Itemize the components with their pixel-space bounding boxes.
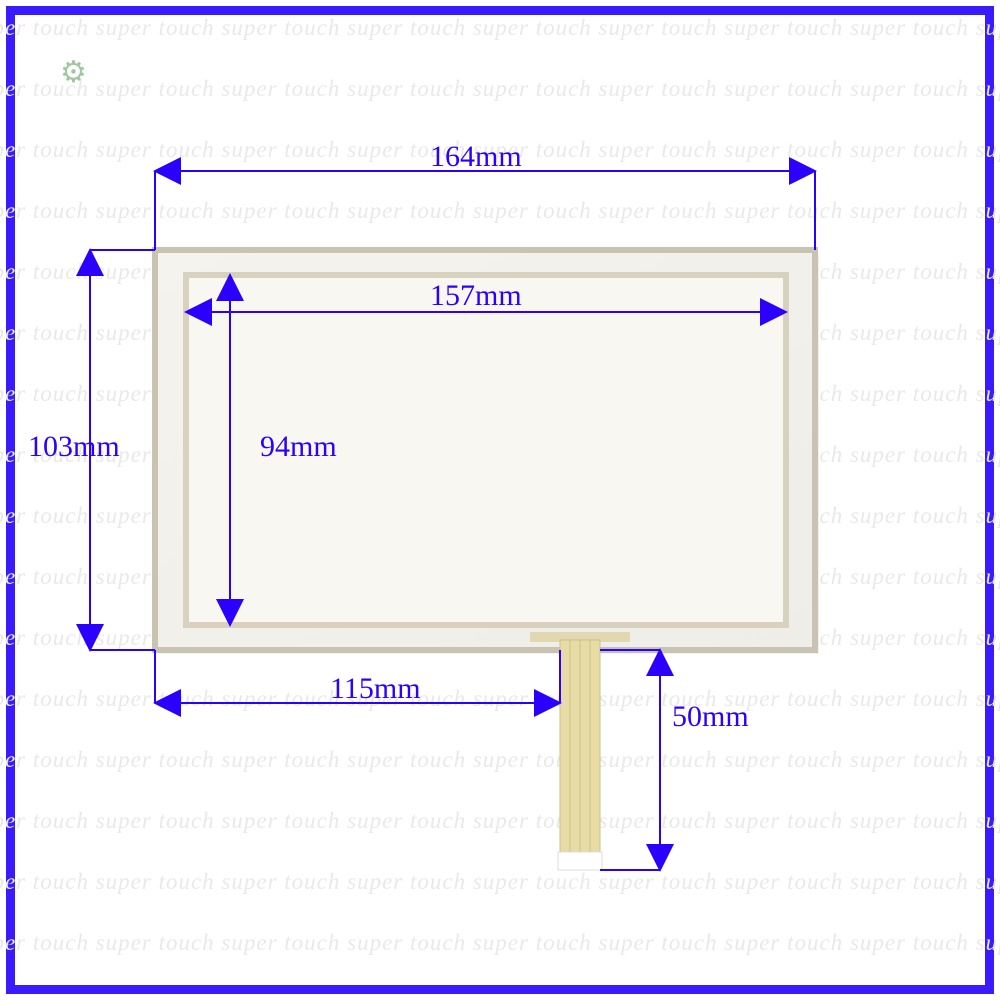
dim-height-inner: 94mm [260, 430, 337, 464]
dim-width-outer: 164mm [430, 140, 522, 174]
dim-cable-length: 50mm [672, 700, 749, 734]
dim-height-outer: 103mm [28, 430, 120, 464]
dim-width-inner: 157mm [430, 279, 522, 313]
dim-width-left: 115mm [330, 672, 421, 706]
